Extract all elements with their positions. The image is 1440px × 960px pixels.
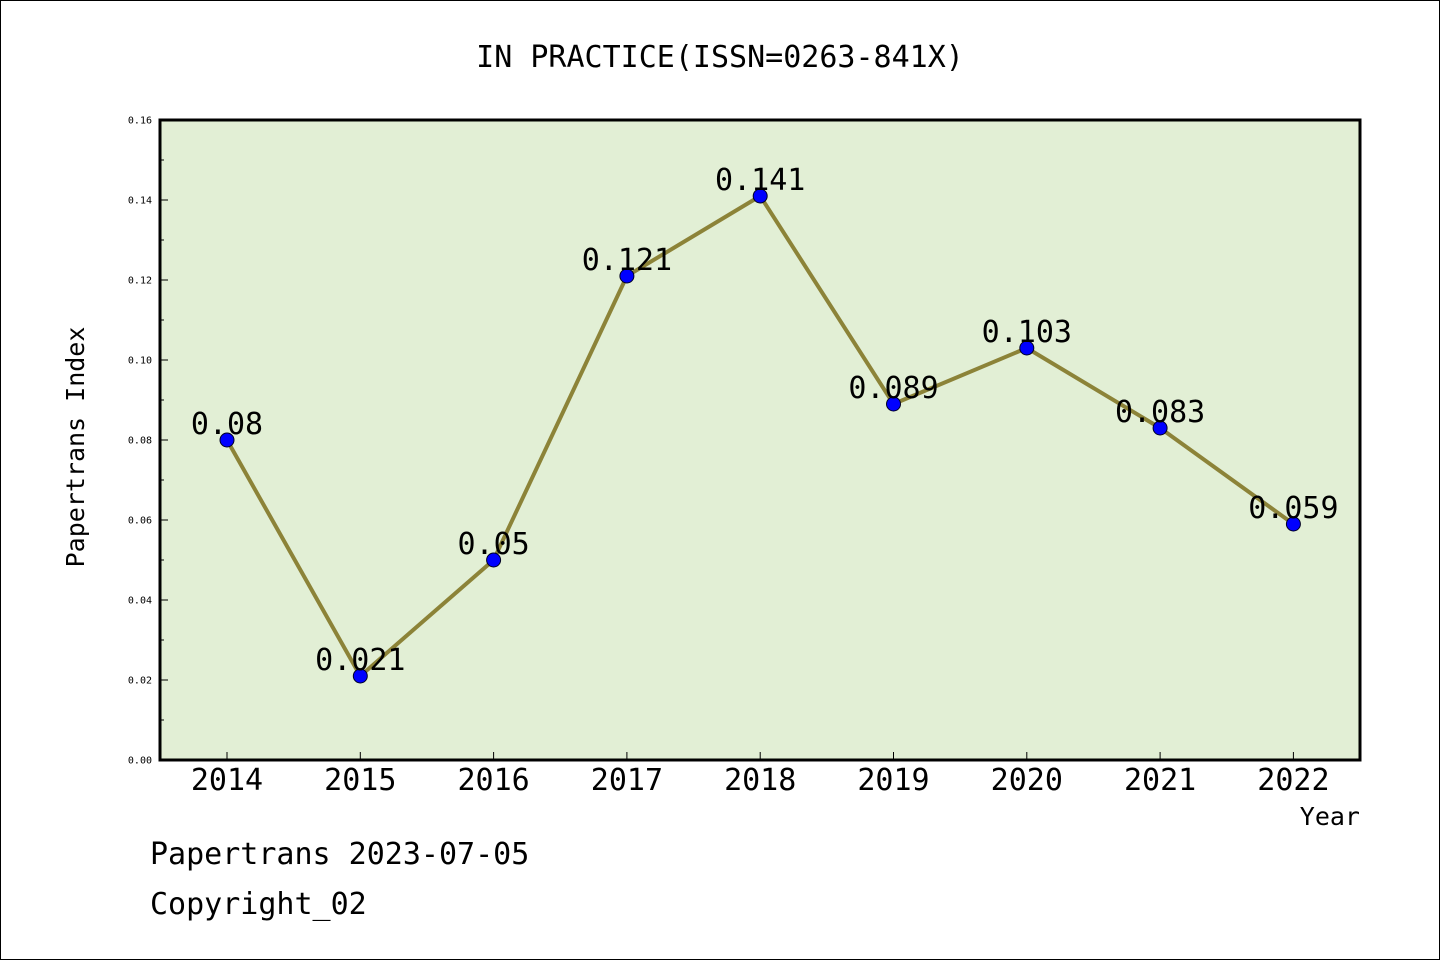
data-point (1285, 516, 1301, 532)
y-tick-label: 0.16 (128, 116, 152, 127)
x-tick-label: 2015 (324, 763, 396, 798)
y-tick-label: 0.04 (128, 596, 152, 607)
x-tick-label: 2017 (591, 763, 663, 798)
x-tick-label: 2016 (457, 763, 529, 798)
data-label: 0.05 (457, 527, 529, 562)
data-label: 0.08 (191, 407, 263, 442)
y-tick-label: 0.02 (128, 676, 152, 687)
footer-date: Papertrans 2023-07-05 (150, 837, 529, 872)
y-tick-label: 0.10 (128, 356, 152, 367)
x-tick-label: 2014 (191, 763, 263, 798)
data-point (352, 668, 368, 684)
data-point (1019, 340, 1035, 356)
y-tick-label: 0.06 (128, 516, 152, 527)
x-tick-label: 2019 (857, 763, 929, 798)
plot-border (158, 118, 1362, 762)
data-label: 0.121 (582, 243, 672, 278)
y-tick-label: 0.08 (128, 436, 152, 447)
series-line-group (219, 188, 1301, 684)
data-labels: 0.08 0.021 0.05 0.121 0.141 0.089 0.103 0.083 0.… (191, 163, 1339, 678)
data-point (219, 432, 235, 448)
plot-area (160, 120, 1360, 760)
data-point (752, 188, 768, 204)
x-tick-label: 2021 (1124, 763, 1196, 798)
data-point (1152, 420, 1168, 436)
data-label: 0.089 (848, 371, 938, 406)
data-point (886, 396, 901, 412)
data-label: 0.059 (1248, 491, 1338, 526)
y-axis-label: Papertrans Index (61, 327, 90, 568)
y-tick-label: 0.00 (128, 756, 152, 767)
y-tick-label: 0.12 (128, 276, 152, 287)
data-label: 0.083 (1115, 395, 1205, 430)
x-axis: 2014 2015 2016 2017 2018 2019 2020 2021 2022 (191, 752, 1330, 798)
data-label: 0.141 (715, 163, 805, 198)
y-tick-label: 0.14 (128, 196, 152, 207)
data-label: 0.103 (982, 315, 1072, 350)
x-axis-label: Year (1300, 802, 1360, 831)
data-point (486, 552, 502, 568)
x-tick-label: 2022 (1257, 763, 1329, 798)
footer-copyright: Copyright_02 (150, 887, 367, 922)
x-tick-label: 2018 (724, 763, 796, 798)
data-point (619, 268, 635, 284)
x-tick-label: 2020 (991, 763, 1063, 798)
chart-title: IN PRACTICE(ISSN=0263-841X) (476, 40, 964, 75)
data-label: 0.021 (315, 643, 405, 678)
